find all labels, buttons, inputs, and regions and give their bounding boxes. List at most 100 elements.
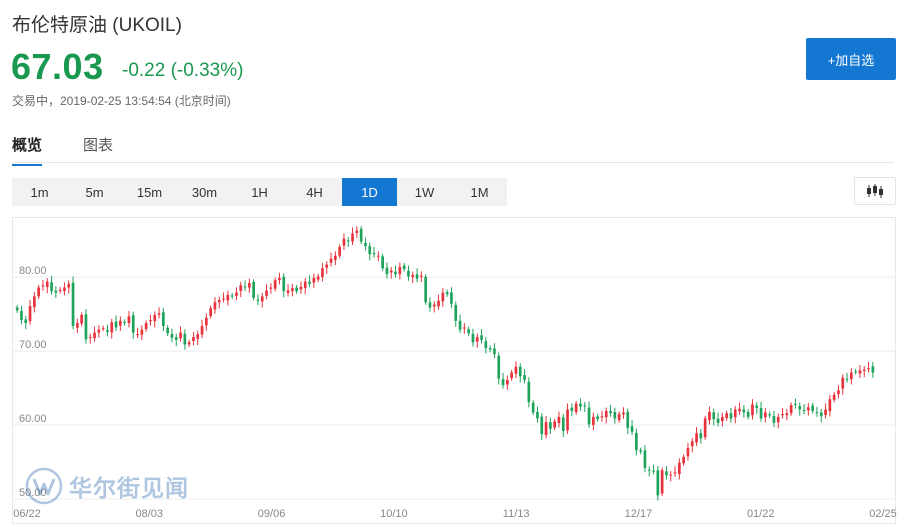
candle: [596, 416, 599, 420]
period-4h[interactable]: 4H: [306, 184, 323, 200]
tab-chart[interactable]: 图表: [83, 137, 114, 154]
period-5m[interactable]: 5m: [85, 184, 104, 200]
candle: [196, 334, 200, 339]
candle: [346, 240, 350, 242]
candle: [58, 289, 62, 291]
candle: [652, 470, 655, 472]
candle: [119, 320, 122, 326]
candle: [678, 462, 681, 475]
candle: [630, 426, 634, 432]
candle: [351, 233, 354, 242]
candle: [256, 299, 260, 301]
candle: [88, 337, 92, 339]
current-price: 67.03: [11, 46, 104, 87]
chart-type-button[interactable]: [854, 177, 896, 205]
candle: [523, 375, 526, 380]
candle: [209, 308, 212, 317]
candle: [789, 405, 793, 414]
add-watchlist-button[interactable]: +加自选: [806, 38, 896, 80]
candle: [432, 304, 436, 307]
candle: [377, 255, 380, 257]
candle: [514, 366, 518, 374]
candle: [394, 271, 397, 275]
candle: [742, 409, 746, 413]
candle: [643, 450, 647, 468]
period-1d[interactable]: 1D: [342, 178, 397, 206]
candle: [248, 283, 251, 288]
candle: [850, 372, 853, 380]
period-1m[interactable]: 1m: [30, 184, 49, 200]
candle: [841, 377, 845, 389]
candle: [217, 300, 221, 303]
candle: [131, 315, 135, 333]
candle: [703, 418, 707, 438]
candle: [635, 432, 638, 451]
candle: [200, 325, 204, 335]
candle: [213, 302, 217, 310]
candle: [785, 413, 789, 416]
candle: [716, 418, 720, 423]
candle: [222, 298, 225, 300]
candle: [794, 403, 797, 405]
watermark: 华尔街见闻: [25, 467, 189, 505]
candle: [114, 321, 118, 328]
period-15m[interactable]: 15m: [136, 184, 163, 200]
watermark-text: 华尔街见闻: [69, 475, 189, 502]
candle: [269, 287, 273, 289]
candle: [867, 368, 870, 370]
candle: [544, 422, 548, 436]
candle: [798, 406, 802, 410]
candle: [669, 474, 673, 476]
candle: [265, 290, 268, 296]
period-1mo[interactable]: 1M: [470, 184, 489, 200]
candle: [772, 416, 776, 423]
candle: [342, 238, 346, 246]
candle: [205, 317, 208, 326]
candle: [170, 333, 174, 338]
candle: [832, 394, 836, 400]
period-1h[interactable]: 1H: [251, 184, 268, 200]
x-tick-label: 08/03: [136, 508, 164, 520]
candle: [454, 304, 458, 321]
candle: [28, 305, 32, 322]
candle: [286, 290, 290, 293]
tab-overview[interactable]: 概览: [12, 134, 43, 166]
candle: [759, 408, 763, 419]
instrument-title: 布伦特原油 (UKOIL): [12, 15, 182, 36]
candle: [278, 277, 281, 281]
candle: [471, 333, 475, 343]
price-chart[interactable]: 80.00 70.00 60.00 50.00 06/22 08/03 09/06 10/10…: [12, 217, 897, 525]
period-30m[interactable]: 30m: [191, 184, 218, 200]
candle: [828, 399, 832, 412]
candle: [751, 404, 754, 416]
candle: [617, 413, 621, 421]
candle: [338, 246, 341, 256]
candle: [682, 456, 685, 464]
candle: [411, 274, 415, 278]
period-selector: 1m 5m 15m 30m 1H 4H 1D 1W 1M: [12, 178, 507, 206]
x-tick-label: 10/10: [380, 508, 408, 520]
candle: [656, 470, 660, 496]
candle: [463, 327, 466, 329]
y-tick-label: 70.00: [19, 339, 47, 351]
candle: [690, 441, 694, 447]
candle: [389, 270, 393, 273]
candle: [531, 402, 535, 413]
candle: [475, 337, 479, 342]
candle: [76, 323, 79, 328]
candle: [604, 411, 608, 418]
candle: [441, 292, 445, 302]
candle: [445, 292, 449, 295]
candle: [639, 450, 642, 452]
candle: [93, 332, 96, 339]
y-tick-label: 80.00: [19, 265, 47, 277]
candle: [815, 412, 819, 414]
candle: [673, 472, 677, 474]
candle: [566, 409, 569, 431]
candle: [127, 316, 131, 324]
candlestick-chart[interactable]: 80.00 70.00 60.00 50.00 06/22 08/03 09/06 10/10…: [13, 218, 897, 525]
candle: [192, 337, 195, 342]
candle: [768, 414, 771, 416]
candle: [41, 285, 45, 287]
period-1w[interactable]: 1W: [414, 184, 435, 200]
